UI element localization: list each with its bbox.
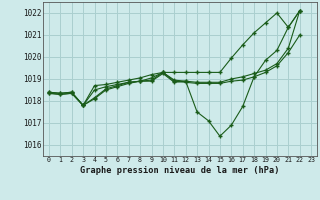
X-axis label: Graphe pression niveau de la mer (hPa): Graphe pression niveau de la mer (hPa)	[80, 166, 280, 175]
